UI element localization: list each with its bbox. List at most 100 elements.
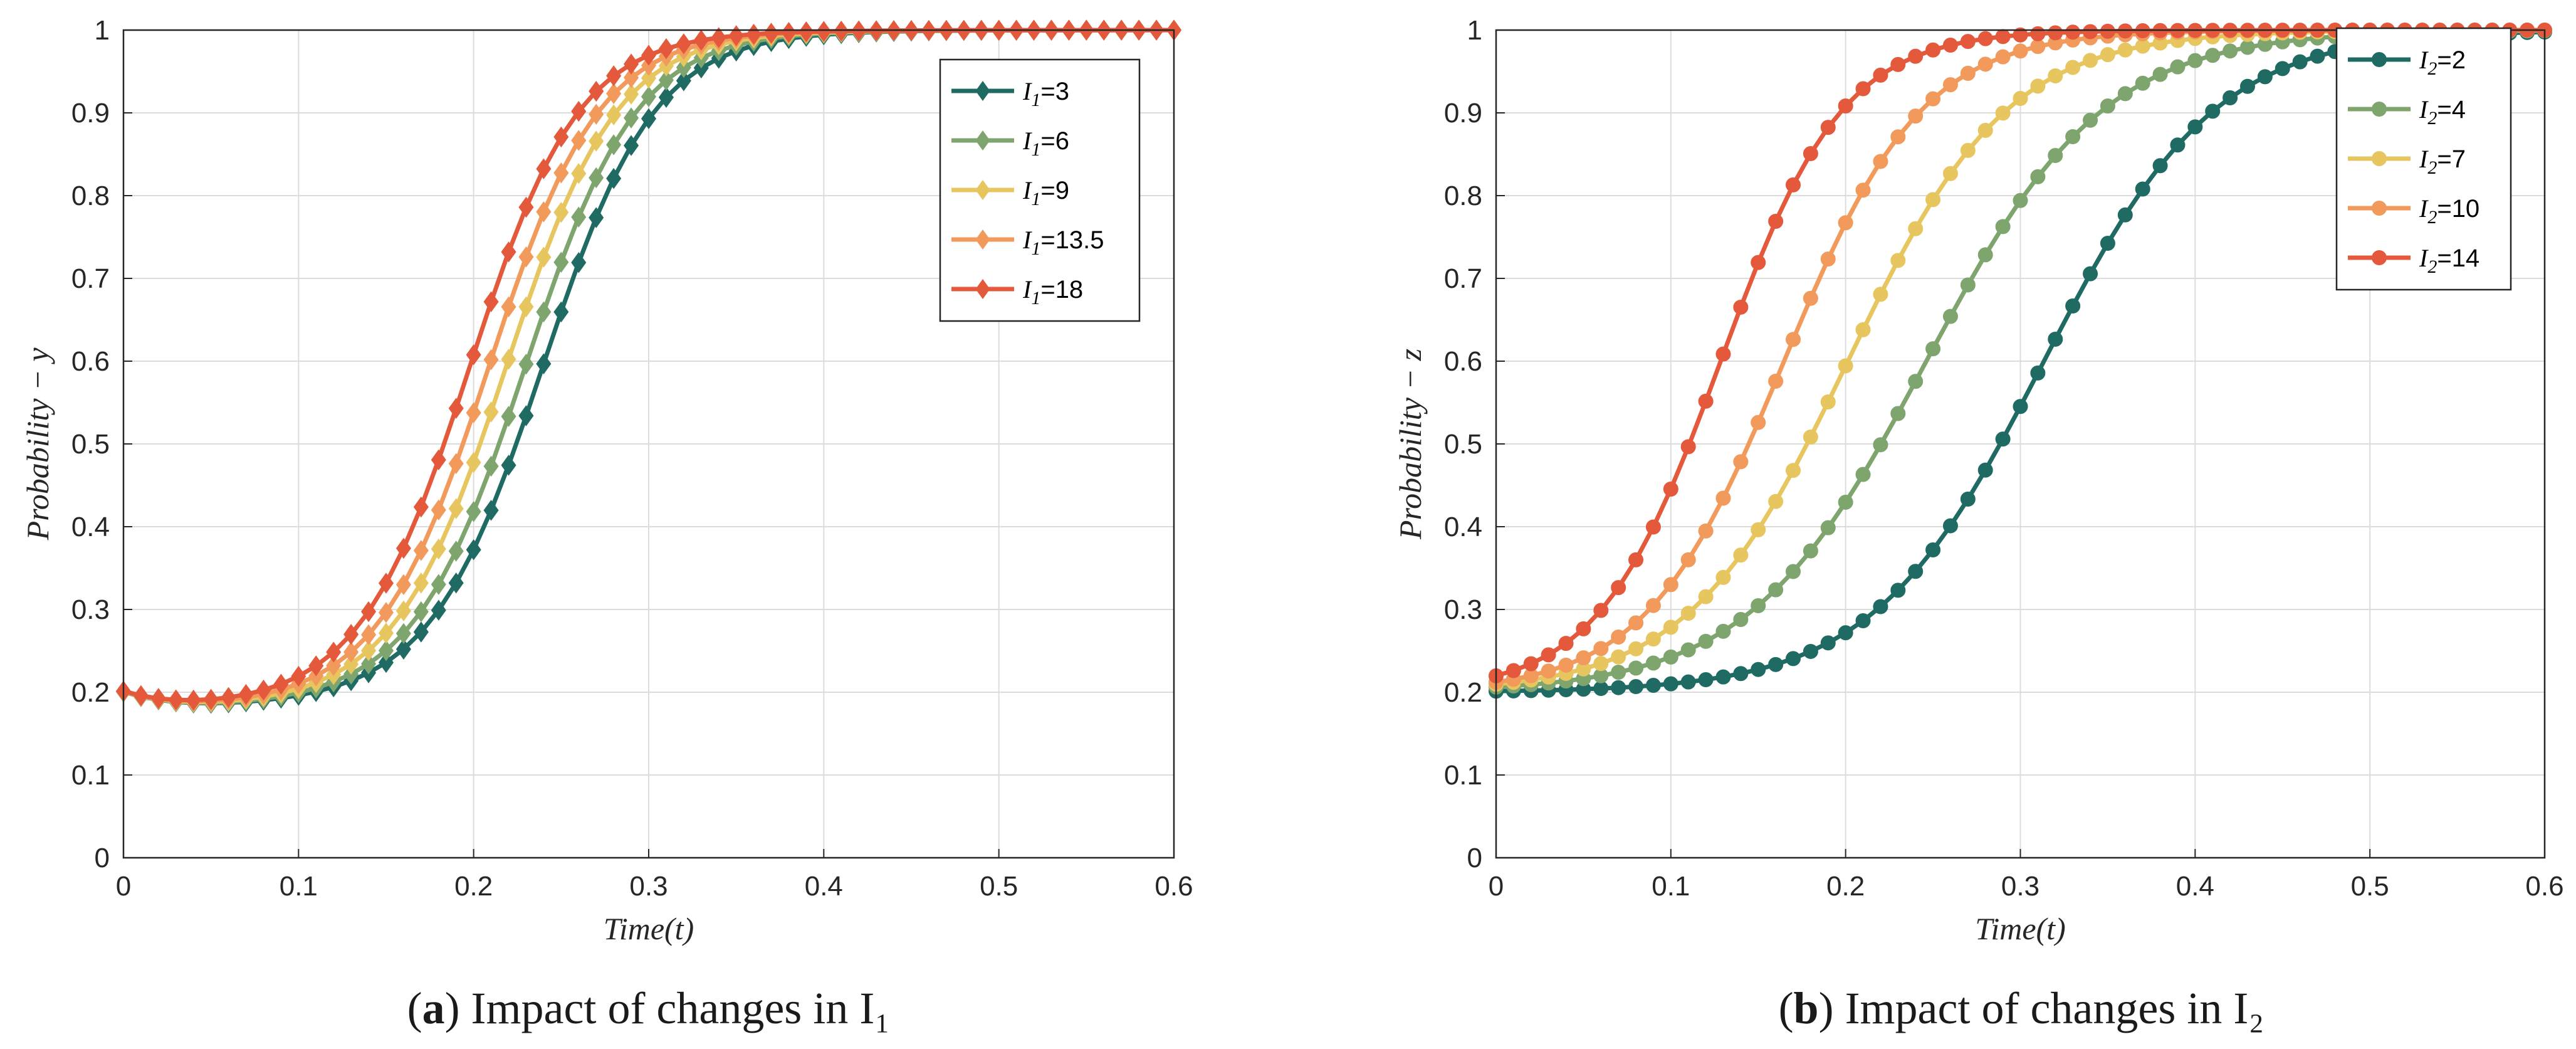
- legend-label: I1=9: [1022, 176, 1069, 209]
- data-point: [448, 572, 464, 594]
- x-tick-label: 0.4: [805, 871, 843, 902]
- data-point: [1611, 649, 1626, 665]
- y-tick-label: 0.2: [71, 677, 110, 708]
- data-point: [1768, 214, 1784, 229]
- data-point: [624, 135, 639, 156]
- data-point: [1786, 463, 1801, 478]
- data-point: [1751, 598, 1766, 614]
- data-point: [1855, 322, 1871, 337]
- data-point: [413, 496, 429, 518]
- legend-label: I1=18: [1022, 275, 1083, 308]
- legend-label: I2=7: [2419, 145, 2466, 178]
- legend-marker: [2372, 201, 2387, 216]
- data-point: [676, 70, 691, 92]
- data-point: [273, 673, 289, 695]
- chart-panel-b: 0 0.1 0.2 0.3 0.4 0.5 0.6 0 0.1 0.2 0.3 0.4 0.5 0.6 0.…: [1393, 15, 2564, 1033]
- data-point: [1803, 543, 1818, 559]
- data-point: [256, 679, 271, 701]
- legend: I1=3 I1=6 I1=9 I1=13.5 I1=18: [939, 58, 1141, 322]
- data-point: [413, 572, 429, 594]
- data-point: [518, 405, 534, 426]
- data-point: [2223, 90, 2238, 105]
- data-point: [1680, 642, 1696, 658]
- data-point: [1698, 633, 1714, 649]
- data-point: [1611, 630, 1626, 645]
- data-point: [2083, 112, 2098, 128]
- y-tick-label: 0.5: [1444, 429, 1482, 460]
- data-point: [326, 655, 342, 677]
- y-axis-title: Probability − y: [20, 347, 55, 541]
- data-point: [1977, 462, 1993, 478]
- data-point: [641, 67, 657, 89]
- data-point: [536, 353, 552, 374]
- data-point: [571, 130, 587, 151]
- data-point: [518, 296, 534, 318]
- data-point: [1663, 577, 1678, 593]
- data-point: [781, 21, 797, 43]
- data-point: [413, 601, 429, 623]
- data-point: [413, 540, 429, 561]
- data-point: [1593, 656, 1609, 672]
- data-point: [1663, 649, 1678, 665]
- data-point: [1715, 569, 1731, 585]
- data-point: [1873, 437, 1888, 453]
- data-point: [1751, 522, 1766, 537]
- data-point: [1611, 680, 1626, 695]
- data-point: [1977, 247, 1993, 263]
- legend-label: I2=4: [2419, 95, 2466, 129]
- data-point: [1977, 122, 1993, 138]
- data-point: [834, 20, 849, 42]
- data-point: [1942, 166, 1958, 181]
- x-tick-label: 0.6: [1154, 871, 1193, 902]
- data-point: [1645, 655, 1661, 671]
- data-point: [1663, 619, 1678, 635]
- data-point: [343, 641, 359, 663]
- data-point: [1908, 48, 1924, 64]
- data-point: [1751, 414, 1766, 430]
- data-point: [571, 100, 587, 122]
- data-point: [641, 45, 657, 66]
- data-point: [501, 455, 516, 476]
- data-point: [2135, 75, 2150, 91]
- data-point: [553, 251, 569, 273]
- data-point: [1733, 299, 1749, 315]
- data-point: [448, 498, 464, 519]
- data-point: [606, 83, 622, 104]
- data-point: [1960, 65, 1976, 81]
- data-point: [606, 104, 622, 125]
- data-point: [606, 167, 622, 189]
- data-point: [1768, 656, 1784, 672]
- data-point: [343, 653, 359, 675]
- data-point: [1820, 251, 1836, 267]
- data-point: [2065, 298, 2081, 314]
- data-point: [361, 640, 377, 662]
- data-point: [448, 398, 464, 419]
- y-tick-label: 1: [95, 15, 110, 46]
- data-point: [150, 688, 166, 709]
- data-point: [361, 624, 377, 645]
- legend-label: I1=3: [1022, 77, 1069, 110]
- data-point: [501, 241, 516, 263]
- data-point: [395, 600, 411, 621]
- data-point: [133, 685, 149, 707]
- data-point: [343, 624, 359, 645]
- data-point: [1680, 552, 1696, 567]
- legend-marker: [2372, 151, 2387, 166]
- data-point: [1873, 67, 1888, 83]
- data-point: [2100, 23, 2115, 39]
- data-point: [816, 21, 832, 42]
- data-point: [291, 665, 306, 687]
- data-point: [1733, 454, 1749, 470]
- data-point: [1593, 681, 1609, 697]
- data-point: [536, 301, 552, 323]
- data-point: [518, 246, 534, 268]
- data-point: [1855, 81, 1871, 97]
- data-point: [641, 86, 657, 107]
- data-point: [1908, 108, 1924, 124]
- data-point: [1698, 523, 1714, 539]
- data-point: [1751, 662, 1766, 677]
- data-point: [395, 537, 411, 559]
- data-point: [1838, 215, 1853, 231]
- data-point: [501, 296, 516, 318]
- x-tick-label: 0.3: [629, 871, 668, 902]
